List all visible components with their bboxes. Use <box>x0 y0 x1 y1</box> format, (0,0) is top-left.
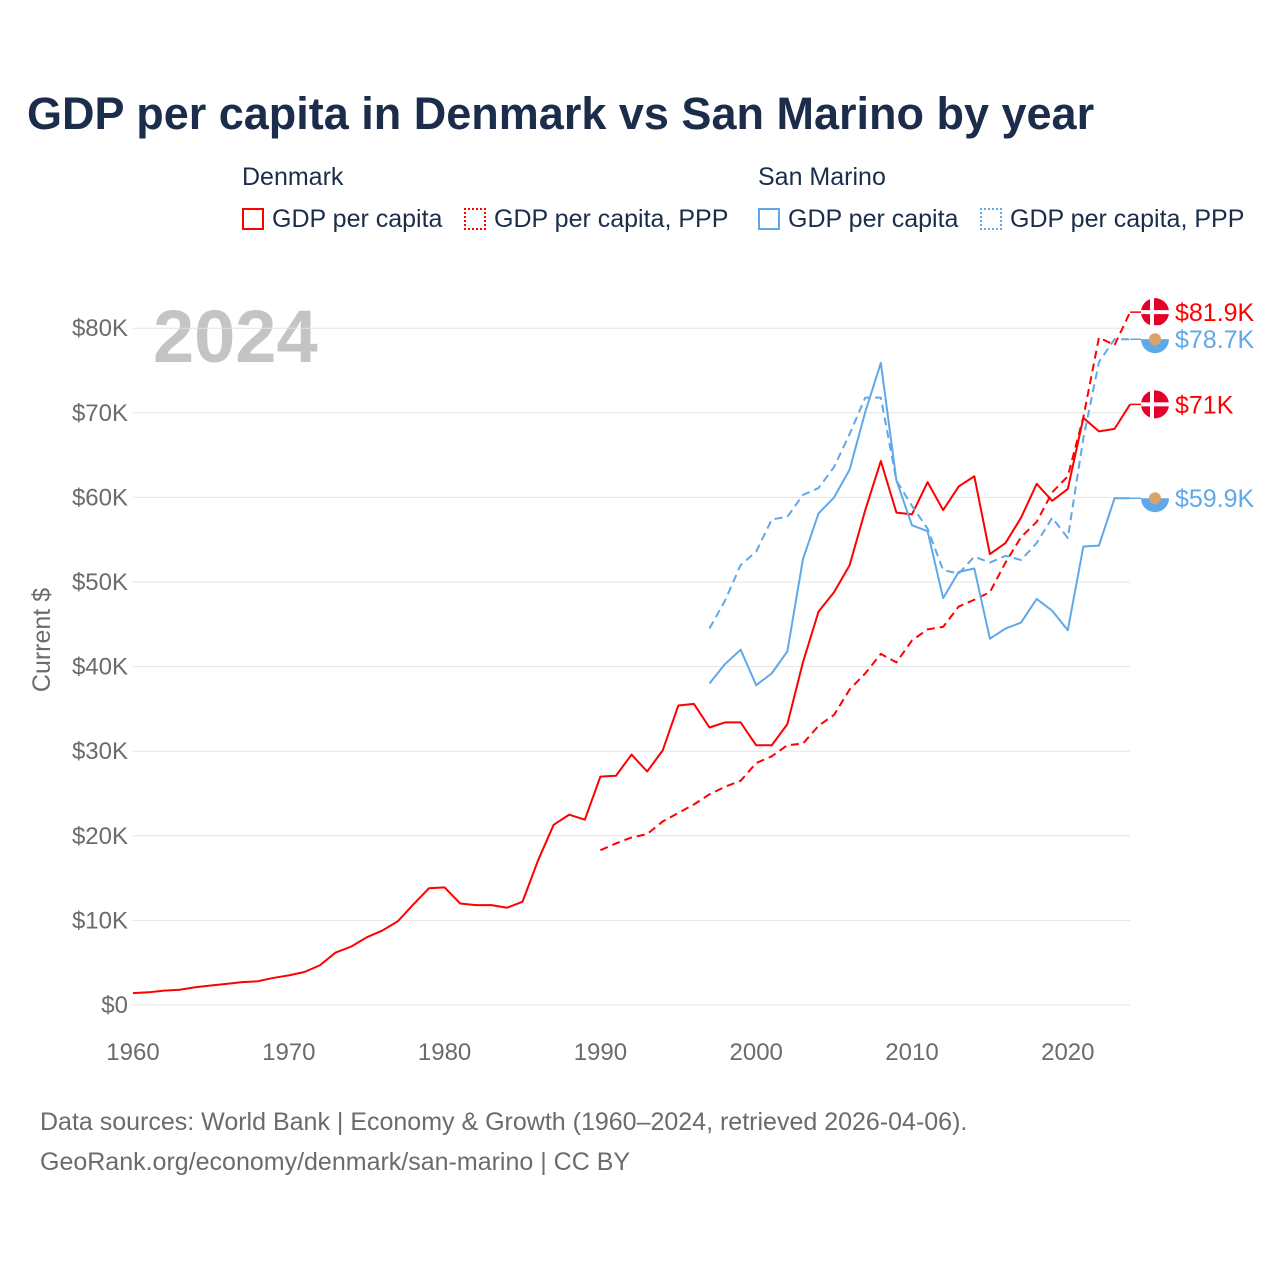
y-tick-label: $60K <box>72 484 128 511</box>
x-tick-label: 1960 <box>106 1039 159 1066</box>
y-tick-label: $50K <box>72 569 128 596</box>
source-line-1: Data sources: World Bank | Economy & Gro… <box>40 1108 968 1136</box>
legend-label: GDP per capita <box>272 205 443 233</box>
y-tick-label: $30K <box>72 738 128 765</box>
x-tick-label: 1990 <box>574 1039 627 1066</box>
y-tick-label: $10K <box>72 907 128 934</box>
flag-cross <box>1141 310 1169 315</box>
legend-group-san-marino: San Marino <box>758 163 886 191</box>
chart-title: GDP per capita in Denmark vs San Marino … <box>27 88 1095 139</box>
legend-label: GDP per capita <box>788 205 959 233</box>
series-line-1 <box>600 311 1132 852</box>
legend-swatch-dotted-blue <box>980 208 1002 230</box>
legend-group-denmark: Denmark <box>242 163 344 191</box>
source-line-2[interactable]: GeoRank.org/economy/denmark/san-marino |… <box>40 1148 631 1176</box>
flag-cross <box>1150 390 1154 419</box>
legend-swatch-dotted-red <box>464 208 486 230</box>
series-line-3 <box>708 338 1131 630</box>
legend-label: GDP per capita, PPP <box>1010 205 1245 233</box>
y-tick-label: $80K <box>72 315 128 342</box>
x-tick-label: 2000 <box>730 1039 783 1066</box>
flag-band <box>1141 484 1169 499</box>
y-axis-label: Current $ <box>28 588 56 692</box>
legend-swatch-solid-blue <box>758 208 780 230</box>
flag-cross <box>1150 298 1154 327</box>
legend-label: GDP per capita, PPP <box>494 205 729 233</box>
legend-item-denmark-ppp[interactable]: GDP per capita, PPP <box>464 205 728 234</box>
legend-item-san-marino-gdp[interactable]: GDP per capita <box>758 205 958 234</box>
end-value-label: $78.7K <box>1175 326 1255 354</box>
year-watermark: 2024 <box>153 295 318 378</box>
end-value-label: $59.9K <box>1175 485 1255 513</box>
end-value-label: $81.9K <box>1175 299 1255 327</box>
x-tick-label: 2020 <box>1041 1039 1094 1066</box>
x-tick-label: 2010 <box>885 1039 938 1066</box>
series-line-2 <box>708 361 1131 687</box>
y-tick-label: $20K <box>72 823 128 850</box>
flag-cross <box>1141 402 1169 407</box>
x-tick-label: 1970 <box>262 1039 315 1066</box>
end-value-label: $71K <box>1175 391 1234 419</box>
flag-emblem <box>1149 492 1161 505</box>
legend-swatch-solid-red <box>242 208 264 230</box>
y-tick-label: $40K <box>72 654 128 681</box>
flag-band <box>1141 325 1169 340</box>
y-tick-label: $70K <box>72 400 128 427</box>
legend-item-san-marino-ppp[interactable]: GDP per capita, PPP <box>980 205 1244 234</box>
x-tick-label: 1980 <box>418 1039 471 1066</box>
y-tick-label: $0 <box>101 992 128 1019</box>
series-line-0 <box>132 403 1131 995</box>
legend-item-denmark-gdp[interactable]: GDP per capita <box>242 205 442 234</box>
flag-emblem <box>1149 333 1161 346</box>
